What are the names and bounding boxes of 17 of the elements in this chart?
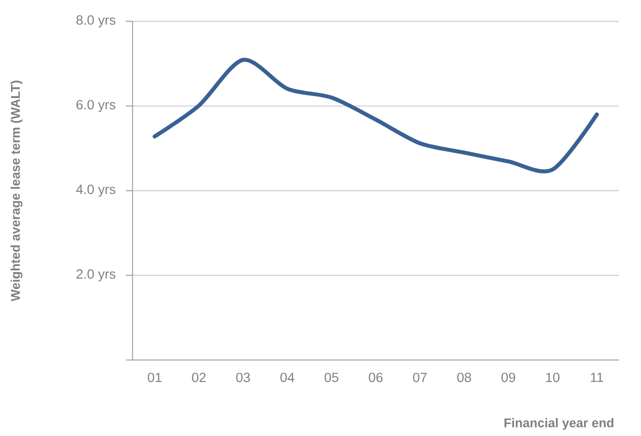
x-tick-label: 10 bbox=[546, 372, 560, 382]
y-tick-label: 2.0 yrs bbox=[76, 269, 116, 282]
x-tick-label: 07 bbox=[413, 372, 427, 382]
x-tick-label: 09 bbox=[501, 372, 516, 382]
x-tick-label: 06 bbox=[368, 372, 383, 382]
y-tick-label: 6.0 yrs bbox=[76, 100, 116, 112]
y-axis-title: Weighted average lease term (WALT) bbox=[10, 80, 22, 302]
x-tick-label: 05 bbox=[324, 372, 338, 382]
x-tick-label: 04 bbox=[280, 372, 294, 382]
x-axis-title: Financial year end bbox=[504, 418, 614, 430]
y-tick-label: 8.0 yrs bbox=[76, 15, 116, 28]
x-tick-label: 03 bbox=[236, 372, 250, 382]
x-tick-label: 02 bbox=[192, 372, 206, 382]
y-tick-label: 4.0 yrs bbox=[76, 184, 116, 197]
x-tick-label: 01 bbox=[148, 372, 162, 382]
x-tick-label: 11 bbox=[590, 372, 604, 382]
x-tick-label: 08 bbox=[457, 372, 471, 382]
